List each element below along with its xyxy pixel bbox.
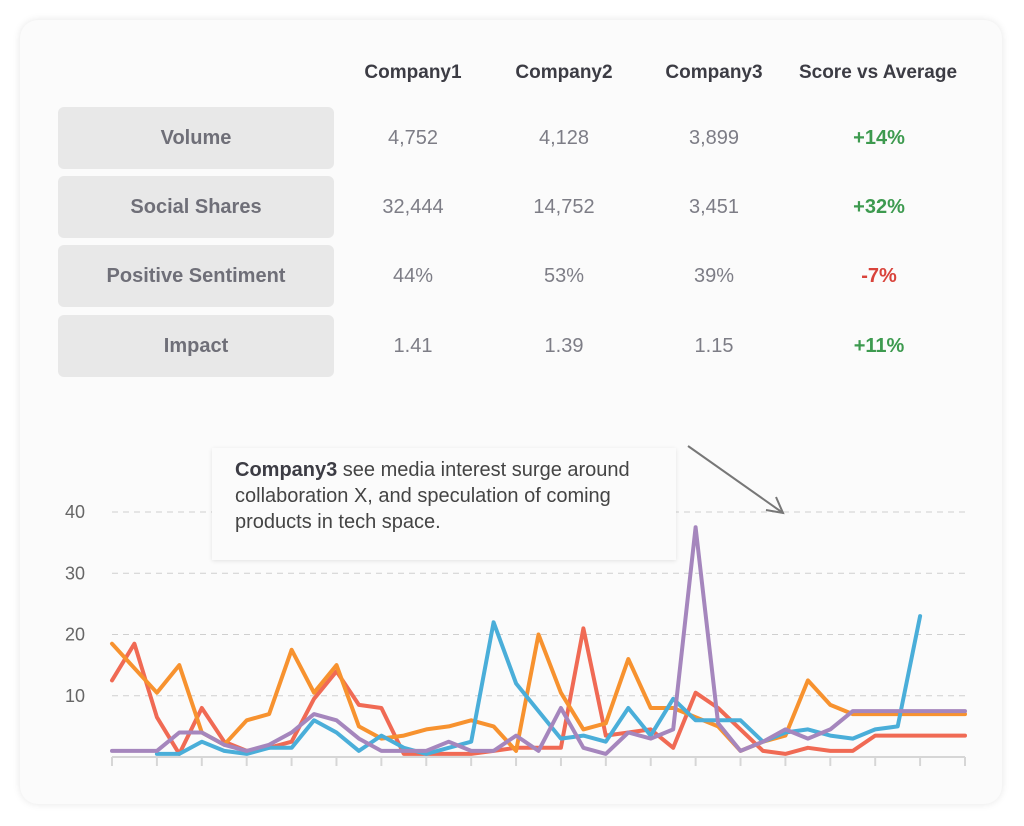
score-badge: +11%: [853, 335, 905, 357]
series-line-purple: [110, 525, 967, 756]
chart-grid: 10 20 30 40: [65, 502, 966, 766]
table-cell: 1.39: [544, 335, 584, 357]
row-label-impact: Impact: [58, 315, 334, 377]
y-tick-label: 30: [65, 563, 85, 583]
score-badge: -7%: [861, 265, 897, 287]
table-cell: 39%: [693, 265, 735, 287]
y-tick-label: 20: [65, 625, 85, 645]
table-cell: 44%: [392, 265, 434, 287]
table-cell: 1.15: [694, 335, 734, 357]
y-tick-label: 40: [65, 502, 85, 522]
annotation-arrow-head-icon: [765, 496, 785, 515]
score-badge: +32%: [853, 196, 905, 218]
table-cell: 4,752: [387, 127, 439, 149]
table-cell: 3,451: [688, 196, 740, 218]
table-cell: 53%: [543, 265, 585, 287]
annotation-text: see media interest surge around collabor…: [235, 459, 630, 533]
col-header-company3: Company3: [665, 62, 763, 83]
annotation-box: Company3 see media interest surge around…: [212, 448, 676, 560]
row-label-volume: Volume: [58, 107, 334, 169]
table-cell: 32,444: [382, 196, 444, 218]
row-label-social-shares: Social Shares: [58, 176, 334, 238]
table-cell: 14,752: [533, 196, 595, 218]
annotation-company: Company3: [235, 459, 338, 481]
y-tick-label: 10: [65, 686, 85, 706]
chart-series: [110, 525, 967, 756]
row-label-positive-sentiment: Positive Sentiment: [58, 245, 334, 307]
series-line-orange: [110, 632, 967, 753]
col-header-company1: Company1: [364, 62, 462, 83]
annotation-arrow-line: [687, 445, 784, 514]
col-header-company2: Company2: [515, 62, 613, 83]
table-cell: 4,128: [538, 127, 590, 149]
table-cell: 1.41: [393, 335, 433, 357]
table-cell: 3,899: [688, 127, 740, 149]
col-header-score: Score vs Average: [798, 62, 958, 83]
score-badge: +14%: [853, 127, 905, 149]
